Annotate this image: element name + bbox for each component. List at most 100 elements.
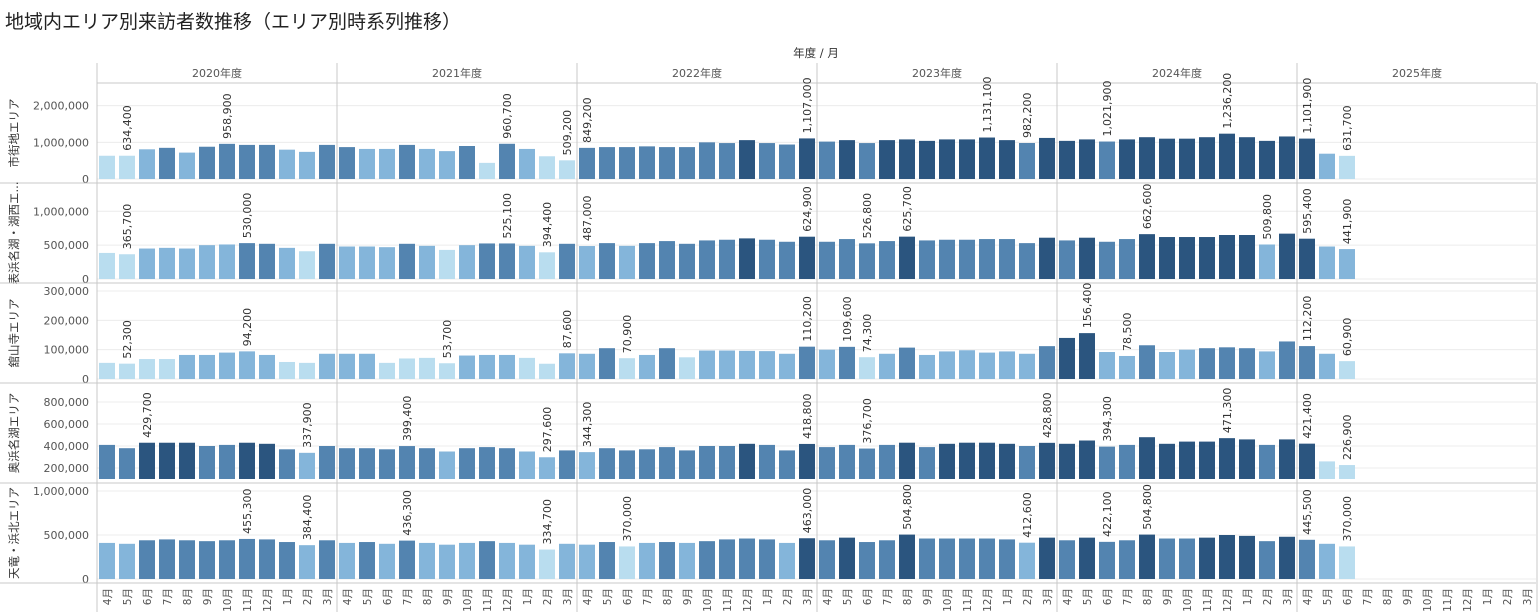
x-tick-label: 2月 — [1022, 588, 1034, 605]
bar — [839, 346, 855, 379]
bar — [559, 450, 575, 479]
bar — [659, 447, 675, 479]
bar — [279, 247, 295, 279]
bar — [139, 248, 155, 279]
x-tick-label: 12月 — [1222, 588, 1234, 612]
bar — [179, 248, 195, 279]
bar — [859, 243, 875, 279]
bar — [539, 156, 555, 179]
bar — [919, 447, 935, 479]
bar — [659, 241, 675, 279]
x-tick-label: 6月 — [382, 588, 394, 605]
bar — [719, 239, 735, 279]
bar — [179, 152, 195, 179]
bar — [559, 243, 575, 279]
bar — [199, 245, 215, 279]
bar — [719, 539, 735, 579]
bar — [99, 252, 115, 279]
bar — [939, 239, 955, 279]
bar — [799, 138, 815, 179]
data-label: 109,600 — [841, 296, 854, 342]
bar — [159, 247, 175, 279]
bar — [1299, 443, 1315, 479]
x-tick-label: 10月 — [702, 588, 714, 612]
bar — [399, 358, 415, 379]
bar — [159, 442, 175, 479]
bar — [619, 450, 635, 479]
bar — [779, 542, 795, 579]
x-tick-label: 3月 — [322, 588, 334, 605]
bar — [419, 448, 435, 479]
data-label: 463,000 — [801, 488, 814, 534]
bar — [459, 245, 475, 279]
bar — [599, 448, 615, 479]
bar — [499, 143, 515, 179]
bar — [399, 144, 415, 179]
data-label: 156,400 — [1081, 283, 1094, 329]
bar — [599, 348, 615, 379]
data-label: 445,500 — [1301, 489, 1314, 535]
bar — [559, 353, 575, 379]
bar — [499, 354, 515, 379]
bar — [839, 140, 855, 179]
x-tick-label: 5月 — [842, 588, 854, 605]
bar — [879, 241, 895, 279]
bar — [1159, 538, 1175, 579]
y-tick-label: 0 — [82, 173, 89, 186]
bar — [579, 544, 595, 579]
bar — [999, 351, 1015, 379]
x-tick-label: 4月 — [1062, 588, 1074, 605]
bar — [979, 538, 995, 579]
bar — [339, 353, 355, 379]
bar — [579, 147, 595, 179]
bar — [519, 245, 535, 279]
x-tick-label: 11月 — [1202, 588, 1214, 612]
data-label: 1,236,200 — [1221, 73, 1234, 129]
bar — [99, 155, 115, 179]
bar — [859, 542, 875, 579]
bar — [1039, 442, 1055, 479]
bar — [339, 147, 355, 179]
x-tick-label: 7月 — [162, 588, 174, 605]
bar — [879, 353, 895, 379]
bar — [519, 148, 535, 179]
bar — [1139, 234, 1155, 279]
bar — [1279, 536, 1295, 579]
x-tick-label: 8月 — [902, 588, 914, 605]
bar — [219, 444, 235, 479]
bar — [1299, 539, 1315, 579]
x-tick-label: 1月 — [282, 588, 294, 605]
data-label: 53,700 — [441, 320, 454, 359]
bar — [179, 540, 195, 579]
bar — [1139, 437, 1155, 479]
bar — [619, 147, 635, 179]
bar — [239, 351, 255, 379]
data-label: 418,800 — [801, 393, 814, 439]
bar — [959, 139, 975, 179]
bar — [479, 243, 495, 279]
bar — [719, 143, 735, 179]
bar — [1099, 541, 1115, 579]
x-tick-label: 5月 — [1322, 588, 1334, 605]
bar — [1239, 137, 1255, 179]
y-tick-label: 0 — [82, 273, 89, 286]
bar — [1279, 233, 1295, 279]
x-tick-label: 3月 — [1282, 588, 1294, 605]
bar — [239, 243, 255, 279]
bar — [799, 236, 815, 279]
bar — [859, 357, 875, 379]
bar — [879, 444, 895, 479]
bar — [1259, 541, 1275, 579]
bar — [759, 539, 775, 579]
bar — [1259, 244, 1275, 279]
bar — [1199, 348, 1215, 379]
bar — [1099, 141, 1115, 179]
x-tick-label: 4月 — [822, 588, 834, 605]
bar — [779, 144, 795, 179]
y-tick-label: 1,000,000 — [33, 205, 89, 218]
bar — [919, 354, 935, 379]
bar — [779, 450, 795, 479]
data-label: 631,700 — [1341, 105, 1354, 151]
bar — [1079, 333, 1095, 379]
bar — [99, 444, 115, 479]
